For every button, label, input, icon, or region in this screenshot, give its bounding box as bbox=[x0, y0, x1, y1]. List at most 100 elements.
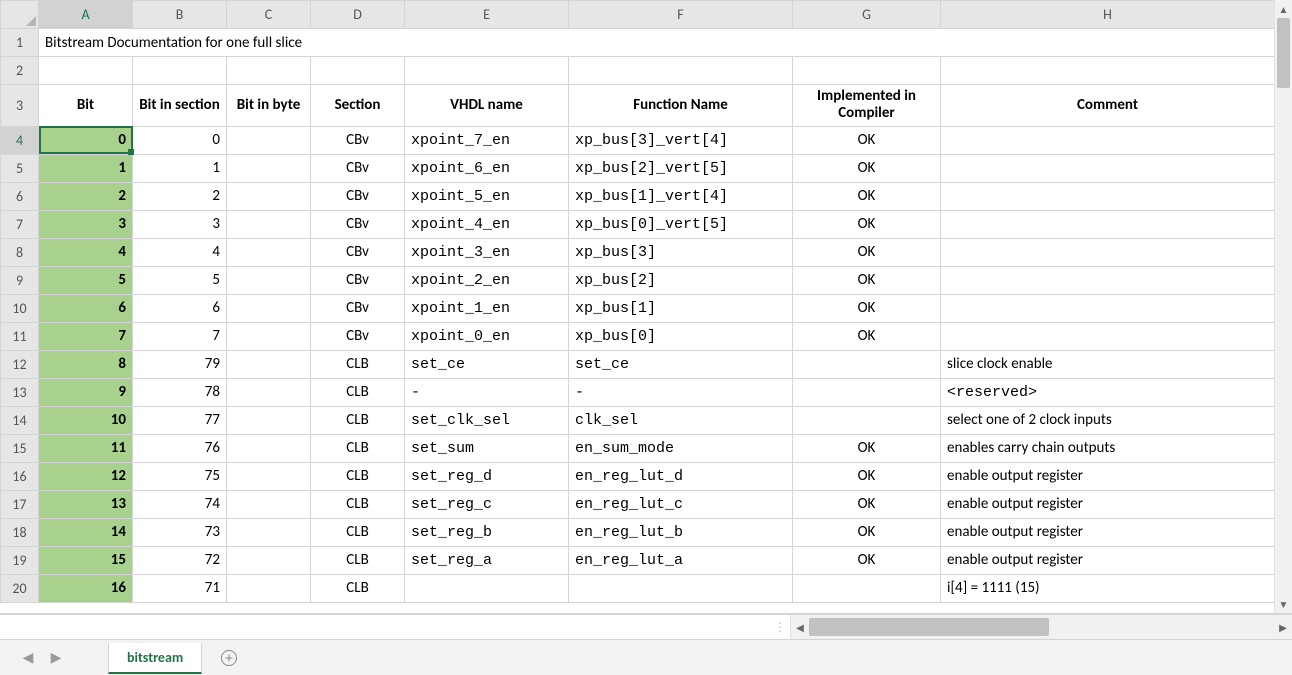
cell-vhdl-name[interactable]: xpoint_1_en bbox=[405, 294, 569, 322]
cell-implemented[interactable]: OK bbox=[793, 490, 941, 518]
cell-bit-in-section[interactable]: 5 bbox=[133, 266, 227, 294]
cell-bit-in-byte[interactable] bbox=[227, 154, 311, 182]
cell-comment[interactable]: <reserved> bbox=[941, 378, 1275, 406]
cell-bit[interactable]: 12 bbox=[39, 462, 133, 490]
row-header-6[interactable]: 6 bbox=[1, 182, 39, 210]
cell-implemented[interactable]: OK bbox=[793, 126, 941, 154]
cell-bit-in-section[interactable]: 3 bbox=[133, 210, 227, 238]
cell[interactable] bbox=[405, 57, 569, 85]
row-header-12[interactable]: 12 bbox=[1, 350, 39, 378]
cell-bit-in-section[interactable]: 0 bbox=[133, 126, 227, 154]
cell-implemented[interactable]: OK bbox=[793, 154, 941, 182]
cell-implemented[interactable] bbox=[793, 406, 941, 434]
cell-bit-in-section[interactable]: 6 bbox=[133, 294, 227, 322]
row-header-9[interactable]: 9 bbox=[1, 266, 39, 294]
hscroll-grip-icon[interactable]: ⋮ bbox=[774, 620, 784, 635]
cell-function-name[interactable]: xp_bus[0] bbox=[569, 322, 793, 350]
grid-area[interactable]: A B C D E F G H 1 Bitstream Documentatio… bbox=[0, 0, 1274, 614]
col-header-A[interactable]: A bbox=[39, 1, 133, 29]
cell-section[interactable]: CLB bbox=[311, 378, 405, 406]
cell-implemented[interactable]: OK bbox=[793, 182, 941, 210]
cell-bit-in-section[interactable]: 7 bbox=[133, 322, 227, 350]
cell-bit-in-section[interactable]: 71 bbox=[133, 574, 227, 602]
cell-A1[interactable]: Bitstream Documentation for one full sli… bbox=[39, 29, 1275, 57]
cell-implemented[interactable]: OK bbox=[793, 210, 941, 238]
cell-section[interactable]: CBv bbox=[311, 294, 405, 322]
cell-bit-in-section[interactable]: 76 bbox=[133, 434, 227, 462]
row-header-2[interactable]: 2 bbox=[1, 57, 39, 85]
cell-comment[interactable]: enable output register bbox=[941, 462, 1275, 490]
cell-bit-in-byte[interactable] bbox=[227, 182, 311, 210]
spreadsheet-grid[interactable]: A B C D E F G H 1 Bitstream Documentatio… bbox=[0, 0, 1274, 603]
cell-comment[interactable]: enable output register bbox=[941, 518, 1275, 546]
cell-comment[interactable] bbox=[941, 266, 1275, 294]
row-header-16[interactable]: 16 bbox=[1, 462, 39, 490]
tab-nav-next-icon[interactable]: ▶ bbox=[44, 646, 68, 670]
cell-vhdl-name[interactable]: set_reg_b bbox=[405, 518, 569, 546]
cell-header-vhdl-name[interactable]: VHDL name bbox=[405, 85, 569, 127]
cell-section[interactable]: CBv bbox=[311, 154, 405, 182]
cell[interactable] bbox=[793, 57, 941, 85]
cell-bit-in-section[interactable]: 72 bbox=[133, 546, 227, 574]
cell-bit-in-section[interactable]: 79 bbox=[133, 350, 227, 378]
cell-bit[interactable]: 7 bbox=[39, 322, 133, 350]
cell-function-name[interactable]: xp_bus[3] bbox=[569, 238, 793, 266]
add-sheet-button[interactable] bbox=[214, 643, 244, 673]
cell-bit-in-byte[interactable] bbox=[227, 518, 311, 546]
cell-bit-in-section[interactable]: 2 bbox=[133, 182, 227, 210]
row-header-8[interactable]: 8 bbox=[1, 238, 39, 266]
cell-bit-in-section[interactable]: 78 bbox=[133, 378, 227, 406]
cell[interactable] bbox=[227, 57, 311, 85]
cell-bit[interactable]: 9 bbox=[39, 378, 133, 406]
row-header-3[interactable]: 3 bbox=[1, 85, 39, 127]
cell-bit-in-byte[interactable] bbox=[227, 546, 311, 574]
cell-section[interactable]: CBv bbox=[311, 126, 405, 154]
cell-bit[interactable]: 16 bbox=[39, 574, 133, 602]
row-header-10[interactable]: 10 bbox=[1, 294, 39, 322]
cell-implemented[interactable]: OK bbox=[793, 266, 941, 294]
cell-comment[interactable] bbox=[941, 322, 1275, 350]
cell-bit-in-section[interactable]: 77 bbox=[133, 406, 227, 434]
cell-bit[interactable]: 3 bbox=[39, 210, 133, 238]
col-header-E[interactable]: E bbox=[405, 1, 569, 29]
cell-comment[interactable] bbox=[941, 238, 1275, 266]
cell-comment[interactable]: enable output register bbox=[941, 546, 1275, 574]
cell-bit-in-byte[interactable] bbox=[227, 406, 311, 434]
select-all-corner[interactable] bbox=[1, 1, 39, 29]
cell-function-name[interactable]: xp_bus[1]_vert[4] bbox=[569, 182, 793, 210]
col-header-H[interactable]: H bbox=[941, 1, 1275, 29]
cell-function-name[interactable]: xp_bus[2]_vert[5] bbox=[569, 154, 793, 182]
cell-bit-in-section[interactable]: 75 bbox=[133, 462, 227, 490]
row-header-1[interactable]: 1 bbox=[1, 29, 39, 57]
cell-function-name[interactable]: xp_bus[1] bbox=[569, 294, 793, 322]
cell-function-name[interactable]: en_sum_mode bbox=[569, 434, 793, 462]
cell-section[interactable]: CBv bbox=[311, 322, 405, 350]
scroll-up-icon[interactable]: ▲ bbox=[1275, 0, 1292, 18]
cell-bit[interactable]: 1 bbox=[39, 154, 133, 182]
cell-bit-in-section[interactable]: 1 bbox=[133, 154, 227, 182]
cell-bit-in-byte[interactable] bbox=[227, 574, 311, 602]
cell-header-function-name[interactable]: Function Name bbox=[569, 85, 793, 127]
cell-section[interactable]: CLB bbox=[311, 406, 405, 434]
cell-bit-in-byte[interactable] bbox=[227, 350, 311, 378]
cell[interactable] bbox=[569, 57, 793, 85]
cell-implemented[interactable]: OK bbox=[793, 294, 941, 322]
cell-comment[interactable]: enables carry chain outputs bbox=[941, 434, 1275, 462]
cell-function-name[interactable]: - bbox=[569, 378, 793, 406]
scroll-right-icon[interactable]: ▶ bbox=[1274, 615, 1292, 639]
cell-bit-in-section[interactable]: 74 bbox=[133, 490, 227, 518]
col-header-F[interactable]: F bbox=[569, 1, 793, 29]
vertical-scrollbar[interactable]: ▲ ▼ bbox=[1274, 0, 1292, 614]
cell-vhdl-name[interactable]: xpoint_6_en bbox=[405, 154, 569, 182]
cell-bit-in-byte[interactable] bbox=[227, 210, 311, 238]
col-header-C[interactable]: C bbox=[227, 1, 311, 29]
cell-bit[interactable]: 0 bbox=[39, 126, 133, 154]
cell-bit-in-byte[interactable] bbox=[227, 126, 311, 154]
cell-vhdl-name[interactable]: xpoint_7_en bbox=[405, 126, 569, 154]
cell-header-section[interactable]: Section bbox=[311, 85, 405, 127]
cell-vhdl-name[interactable]: - bbox=[405, 378, 569, 406]
cell-comment[interactable] bbox=[941, 210, 1275, 238]
cell-function-name[interactable]: en_reg_lut_c bbox=[569, 490, 793, 518]
cell-function-name[interactable]: clk_sel bbox=[569, 406, 793, 434]
cell-vhdl-name[interactable]: set_ce bbox=[405, 350, 569, 378]
